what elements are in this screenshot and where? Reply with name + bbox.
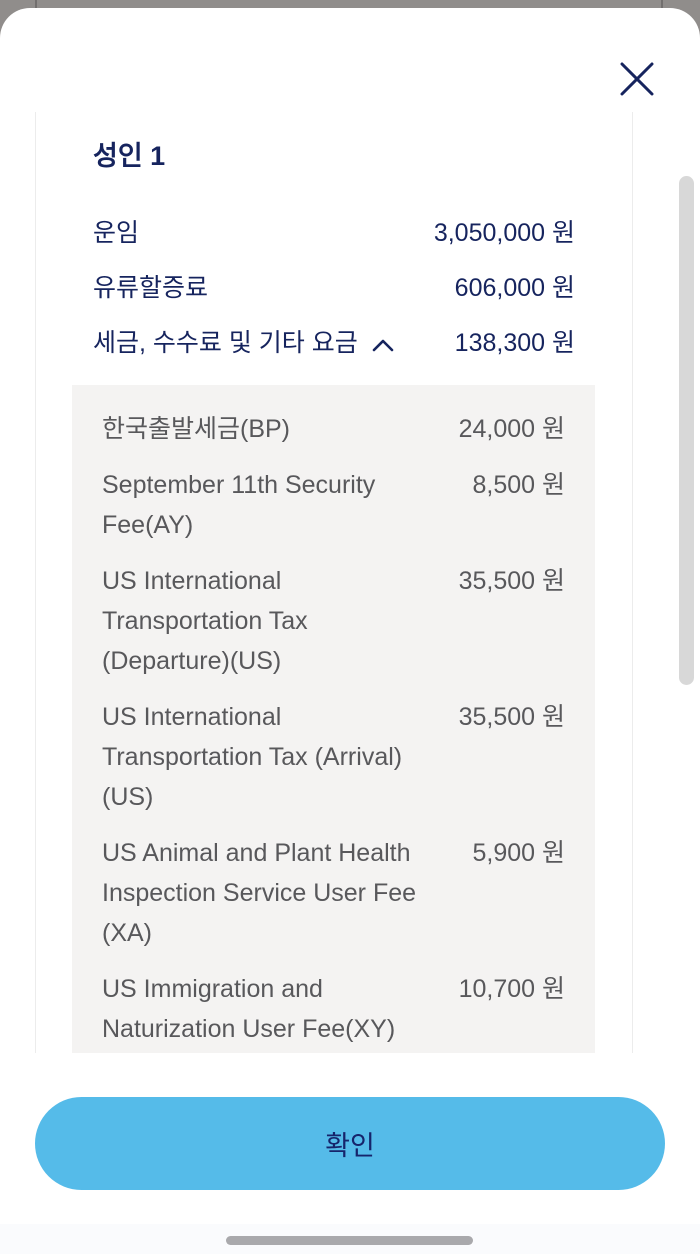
close-button[interactable] [618, 60, 656, 98]
tax-value: 10,700 원 [458, 975, 565, 1003]
fare-label: 운임 [93, 219, 140, 247]
fare-label: 세금, 수수료 및 기타 요금 [93, 329, 358, 357]
tax-row: September 11th Security Fee(AY) 8,500 원 [102, 465, 565, 545]
tax-value: 35,500 원 [458, 567, 565, 595]
fare-detail-sheet: 성인 1 운임 3,050,000 원 유류할증료 606,000 원 세금, … [0, 8, 700, 1254]
tax-label: US International Transportation Tax (Arr… [102, 703, 403, 811]
tax-value: 24,000 원 [458, 415, 565, 443]
tax-row: US International Transportation Tax (Dep… [102, 561, 565, 681]
fare-value: 3,050,000 원 [433, 219, 575, 247]
tax-label: US Immigration and Naturization User Fee… [102, 975, 396, 1043]
fare-value: 606,000 원 [454, 274, 575, 302]
tax-label: September 11th Security Fee(AY) [102, 471, 376, 539]
footer: 확인 [0, 1053, 700, 1254]
tax-row: 한국출발세금(BP) 24,000 원 [102, 409, 565, 449]
tax-value: 35,500 원 [458, 703, 565, 731]
backdrop-artifact-line [35, 0, 37, 10]
backdrop-artifact-line [661, 0, 663, 10]
passenger-section-title: 성인 1 [93, 141, 166, 171]
fare-row-fuel-surcharge: 유류할증료 606,000 원 [93, 275, 575, 302]
tax-row: US Immigration and Naturization User Fee… [102, 969, 565, 1049]
chevron-up-icon [372, 339, 394, 352]
tax-breakdown-box: 한국출발세금(BP) 24,000 원 September 11th Secur… [72, 385, 595, 1061]
home-indicator-zone [0, 1224, 700, 1254]
fare-row-taxes-toggle[interactable]: 세금, 수수료 및 기타 요금 138,300 원 [93, 330, 575, 357]
tax-value: 5,900 원 [472, 839, 565, 867]
fare-value: 138,300 원 [454, 329, 575, 357]
tax-label: US Animal and Plant Health Inspection Se… [102, 839, 417, 947]
home-indicator[interactable] [226, 1236, 473, 1245]
fare-scroll-area[interactable]: 성인 1 운임 3,050,000 원 유류할증료 606,000 원 세금, … [35, 112, 633, 1061]
scrollbar-thumb[interactable] [679, 176, 694, 685]
fare-label: 유류할증료 [93, 274, 209, 302]
confirm-button[interactable]: 확인 [35, 1097, 665, 1190]
tax-value: 8,500 원 [472, 471, 565, 499]
close-icon [620, 62, 654, 96]
tax-label: US International Transportation Tax (Dep… [102, 567, 308, 675]
tax-row: US International Transportation Tax (Arr… [102, 697, 565, 817]
tax-label: 한국출발세금(BP) [102, 415, 291, 443]
fare-row-base-fare: 운임 3,050,000 원 [93, 220, 575, 247]
tax-row: US Animal and Plant Health Inspection Se… [102, 833, 565, 953]
